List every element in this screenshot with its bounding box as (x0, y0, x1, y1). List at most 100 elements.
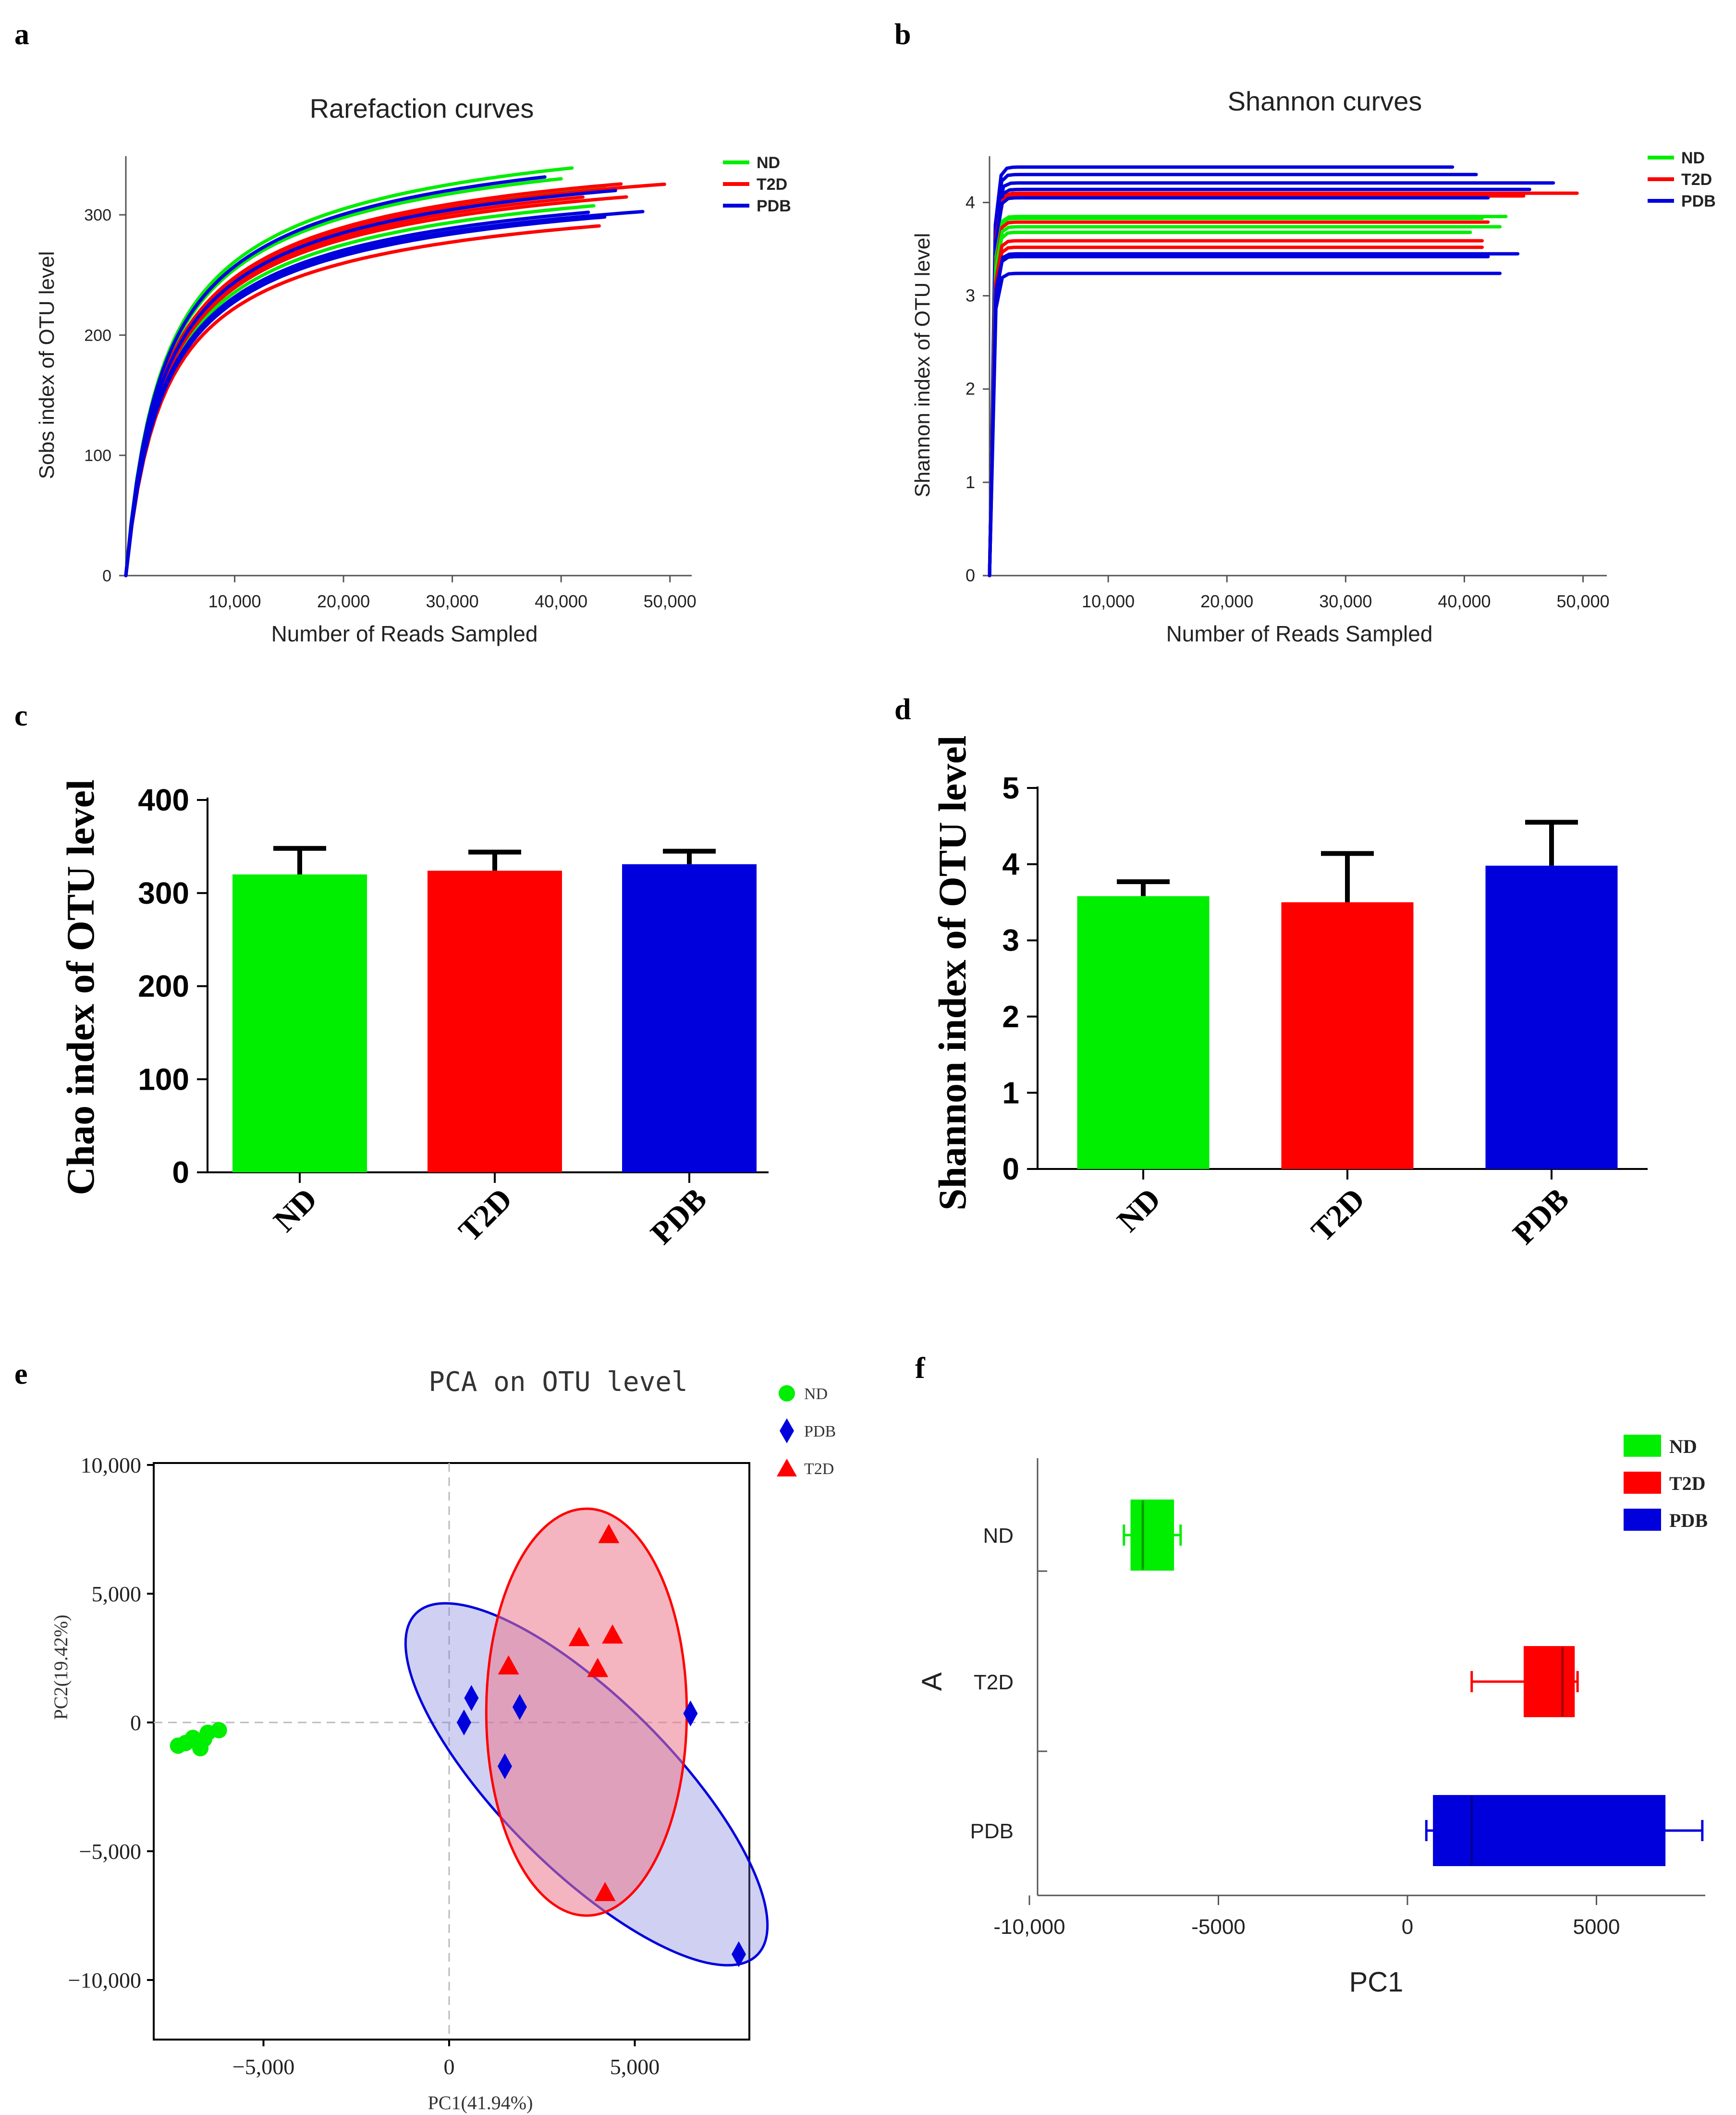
e-ytick-label: −5,000 (79, 1839, 141, 1864)
panel-c: c 0 100 200 300 400 ND T2D PDB Chao index of O… (14, 700, 769, 1251)
b-ytick-label: 4 (966, 192, 975, 212)
b-curve-t2d (988, 191, 1579, 578)
e-legend-marker-t2d (777, 1459, 797, 1476)
f-xtick-label: -5000 (1191, 1915, 1246, 1939)
b-xtick-label: 30,000 (1319, 591, 1372, 611)
e-legend-label: ND (804, 1385, 828, 1403)
a-legend-label: ND (757, 154, 780, 172)
panel-a-letter: a (14, 18, 29, 51)
b-curve-pdb (988, 252, 1520, 578)
e-ytick-label: 10,000 (81, 1453, 142, 1477)
a-legend-label: T2D (757, 175, 787, 194)
a-xtick-label: 10,000 (208, 591, 261, 611)
c-xtick-label: PDB (644, 1181, 714, 1251)
d-ytick-label: 3 (1002, 923, 1019, 958)
e-legend-label: PDB (804, 1423, 836, 1440)
e-xtick-label: −5,000 (232, 2054, 294, 2079)
panel-b-letter: b (894, 18, 911, 51)
a-legend-label: PDB (757, 197, 791, 215)
c-ytick-label: 100 (138, 1062, 189, 1096)
b-xtick-label: 50,000 (1557, 591, 1610, 611)
a-ytick-label: 100 (84, 447, 111, 465)
panel-e-frame (153, 1462, 750, 2041)
a-curve-pdb (124, 175, 547, 578)
e-point-t2d (602, 1624, 623, 1644)
panel-b-xlabel: Number of Reads Sampled (1166, 621, 1433, 646)
d-bar-nd (1077, 896, 1210, 1169)
d-ytick-label: 4 (1002, 847, 1019, 882)
panel-f-letter: f (915, 1352, 926, 1385)
f-xtick-label: 5000 (1573, 1915, 1620, 1939)
c-ytick-label: 0 (172, 1155, 189, 1190)
panel-e-title: PCA on OTU level (428, 1366, 687, 1398)
panel-e: e PCA on OTU level −5,000 0 5,000 10,000 5,0… (14, 1358, 836, 2114)
e-point-pdb (464, 1685, 479, 1711)
b-xtick-label: 10,000 (1082, 591, 1135, 611)
panel-e-letter: e (14, 1358, 28, 1390)
b-curve-nd (988, 225, 1502, 578)
d-ytick-label: 1 (1002, 1075, 1019, 1110)
e-xtick-label: 5,000 (610, 2054, 660, 2079)
b-curve-pdb (988, 196, 1490, 578)
a-curve-nd (124, 204, 596, 578)
b-curve-t2d (988, 239, 1484, 578)
f-ycat-label: T2D (974, 1671, 1014, 1694)
b-curve-t2d (988, 246, 1484, 578)
d-ytick-label: 0 (1002, 1152, 1019, 1186)
b-xtick-label: 20,000 (1200, 591, 1253, 611)
c-bar-t2d (428, 871, 562, 1172)
panel-b: b Shannon curves 0 1 2 3 4 10,000 20,000 30,00… (894, 18, 1716, 646)
b-curve-nd (988, 217, 1484, 578)
e-point-t2d (568, 1627, 590, 1647)
e-xtick-label: 0 (444, 2054, 455, 2079)
panel-b-legend: ND T2D PDB (1648, 149, 1716, 210)
panel-a-title: Rarefaction curves (310, 93, 534, 123)
b-legend-label: ND (1681, 149, 1705, 167)
e-point-nd (177, 1734, 194, 1751)
d-xtick-label: ND (1111, 1181, 1168, 1239)
a-curve-pdb (124, 215, 607, 578)
e-point-t2d (594, 1881, 616, 1901)
d-xtick-label: T2D (1305, 1181, 1372, 1249)
panel-a-ylabel: Sobs index of OTU level (35, 251, 59, 479)
c-xtick-label: T2D (452, 1181, 519, 1249)
panel-e-ylabel: PC2(19.42%) (50, 1615, 72, 1720)
c-bar-pdb (622, 864, 757, 1172)
e-point-t2d (498, 1655, 519, 1675)
panel-c-letter: c (14, 700, 28, 732)
panel-a-legend: ND T2D PDB (723, 154, 791, 215)
a-xtick-label: 20,000 (317, 591, 370, 611)
f-legend-swatch-t2d (1624, 1472, 1661, 1494)
f-legend-label: T2D (1669, 1473, 1706, 1494)
e-point-pdb (456, 1709, 471, 1735)
f-ycat-label: PDB (970, 1820, 1014, 1843)
a-curve-pdb (124, 189, 617, 578)
f-box-t2d (1523, 1646, 1575, 1717)
f-legend-label: ND (1669, 1436, 1697, 1457)
b-ytick-label: 0 (966, 566, 975, 585)
a-curve-pdb (124, 209, 645, 578)
e-point-pdb (512, 1694, 527, 1720)
b-ytick-label: 3 (966, 286, 975, 306)
panel-f: f ND T2D PDB -10,000 -5000 0 5000 PC1 A ND T2D… (915, 1352, 1708, 1998)
a-curve-nd (124, 166, 574, 578)
b-curve-pdb (988, 172, 1478, 578)
e-point-pdb (731, 1941, 746, 1967)
panel-c-ylabel: Chao index of OTU level (59, 779, 102, 1195)
b-curve-pdb (988, 271, 1502, 578)
f-xtick-label: -10,000 (993, 1915, 1065, 1939)
panel-a: a Rarefaction curves 0 100 200 300 10,000 20… (14, 18, 791, 646)
f-legend-swatch-nd (1624, 1435, 1661, 1457)
panel-d-letter: d (894, 693, 911, 726)
a-ytick-label: 200 (84, 326, 111, 344)
panel-e-xlabel: PC1(41.94%) (428, 2092, 533, 2114)
a-ytick-label: 0 (102, 567, 111, 585)
d-xtick-label: PDB (1506, 1181, 1576, 1251)
b-curve-pdb (988, 181, 1555, 578)
a-ytick-label: 300 (84, 206, 111, 224)
b-ytick-label: 1 (966, 472, 975, 492)
e-ytick-label: 5,000 (92, 1582, 142, 1606)
e-point-t2d (587, 1658, 609, 1677)
e-point-pdb (683, 1700, 698, 1727)
